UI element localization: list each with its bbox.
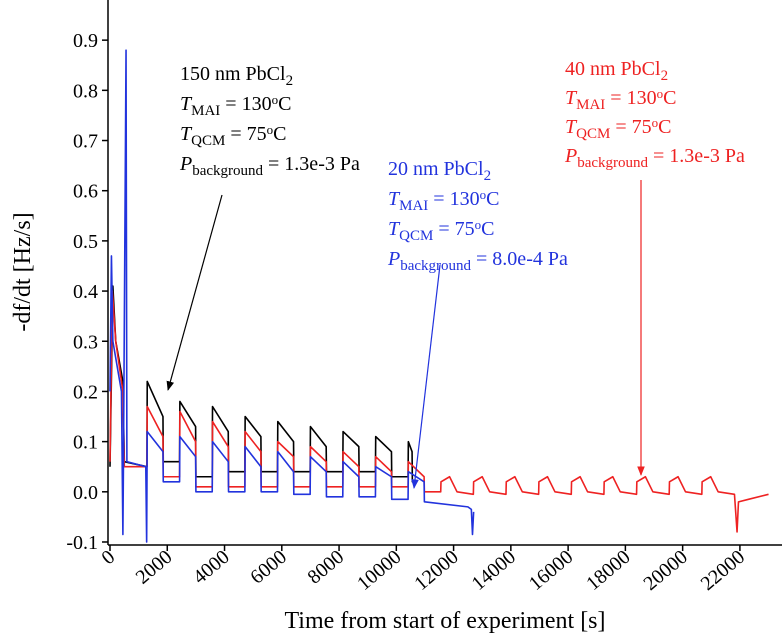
annotation-line: TMAI = 130oC (388, 187, 499, 213)
annotation-text: C (663, 87, 676, 109)
data-line (109, 49, 475, 543)
x-tick-label: 18000 (582, 546, 634, 595)
annotation-text: MAI (576, 97, 605, 113)
annotation-line: TMAI = 130oC (565, 86, 676, 112)
annotation-text: o (480, 187, 487, 202)
annotation-text: = 130 (605, 87, 656, 109)
annotation-text: T (180, 123, 193, 145)
y-tick-label: 0.9 (73, 30, 98, 52)
annotation-text: = 130 (428, 188, 479, 210)
x-tick-label: 22000 (697, 546, 749, 595)
annotation-text: 2 (661, 68, 669, 84)
annotation-text: = 8.0e-4 Pa (471, 248, 568, 270)
annotation-line: Pbackground = 8.0e-4 Pa (387, 248, 568, 274)
annotation-line: 40 nm PbCl2 (565, 58, 668, 84)
annotation-line: TQCM = 75oC (565, 115, 671, 141)
annotation-line: TQCM = 75oC (180, 122, 286, 148)
annotation-text: background (400, 258, 471, 274)
annotation-text: T (565, 116, 578, 138)
annotation-text: = 1.3e-3 Pa (263, 153, 360, 175)
y-tick-label: 0.3 (73, 331, 98, 353)
x-tick-label: 16000 (525, 546, 577, 595)
annotation-text: P (387, 248, 400, 270)
annotation-line: Pbackground = 1.3e-3 Pa (179, 153, 360, 179)
annotation-text: MAI (399, 198, 428, 214)
x-tick-label: 20000 (639, 546, 691, 595)
x-tick-label: 10000 (353, 546, 405, 595)
annotation-text: = 75 (225, 123, 266, 145)
annotation-text: 40 nm PbCl (565, 58, 661, 80)
data-line (109, 290, 769, 533)
x-axis-label: Time from start of experiment [s] (284, 608, 605, 634)
annotation-line: Pbackground = 1.3e-3 Pa (564, 145, 745, 171)
y-tick-label: 0.5 (73, 231, 98, 253)
annotation-text: 2 (286, 73, 294, 89)
annotation-text: 2 (484, 168, 492, 184)
annotation-text: o (475, 217, 482, 232)
annotation-text: background (192, 163, 263, 179)
annotation-text: 150 nm PbCl (180, 63, 286, 85)
annotation-text: = 130 (220, 93, 271, 115)
y-tick-label: 0.4 (73, 281, 98, 303)
annotation-text: = 75 (433, 218, 474, 240)
annotation-text: T (565, 87, 578, 109)
y-tick-label: 0.0 (73, 482, 98, 504)
y-tick-label: 0.1 (73, 432, 98, 454)
x-tick-label: 14000 (468, 546, 520, 595)
annotation-text: QCM (399, 228, 433, 244)
annotation-text: C (481, 218, 494, 240)
y-tick-label: 0.6 (73, 181, 98, 203)
annotation-text: 20 nm PbCl (388, 158, 484, 180)
x-tick-label: 0 (97, 546, 119, 569)
annotation-text: o (267, 122, 274, 137)
arrow (166, 194, 223, 391)
annotation-text: P (179, 153, 192, 175)
y-tick-label: -0.1 (66, 532, 98, 554)
annotation-text: C (273, 123, 286, 145)
annotation-text: P (564, 145, 577, 167)
x-tick-label: 12000 (410, 546, 462, 595)
annotation-text: MAI (191, 103, 220, 119)
x-tick-label: 4000 (189, 546, 234, 589)
annotation-text: C (278, 93, 291, 115)
x-tick-label: 2000 (132, 546, 177, 589)
annotation-text: C (486, 188, 499, 210)
y-tick-label: 0.7 (73, 131, 98, 153)
annotation-line: TQCM = 75oC (388, 217, 494, 243)
annotation-text: = 75 (610, 116, 651, 138)
annotation-text: o (272, 92, 279, 107)
y-axis-label: -df/dt [Hz/s] (10, 212, 36, 331)
annotation-line: 150 nm PbCl2 (180, 63, 293, 89)
annotation-text: QCM (576, 126, 610, 142)
annotation-line: TMAI = 130oC (180, 92, 291, 118)
annotation-text: = 1.3e-3 Pa (648, 145, 745, 167)
x-tick-label: 6000 (246, 546, 291, 589)
annotation-text: o (652, 115, 659, 130)
annotation-text: T (388, 188, 401, 210)
y-tick-label: 0.8 (73, 80, 98, 102)
x-tick-label: 8000 (303, 546, 348, 589)
annotation-text: T (180, 93, 193, 115)
data-line (109, 285, 415, 483)
annotation-text: o (657, 86, 664, 101)
arrow (411, 264, 441, 489)
annotation-text: T (388, 218, 401, 240)
annotation-text: QCM (191, 133, 225, 149)
y-tick-label: 0.2 (73, 381, 98, 403)
annotation-text: C (658, 116, 671, 138)
annotation-line: 20 nm PbCl2 (388, 158, 491, 184)
plot-area (109, 49, 769, 543)
annotation-text: background (577, 155, 648, 171)
